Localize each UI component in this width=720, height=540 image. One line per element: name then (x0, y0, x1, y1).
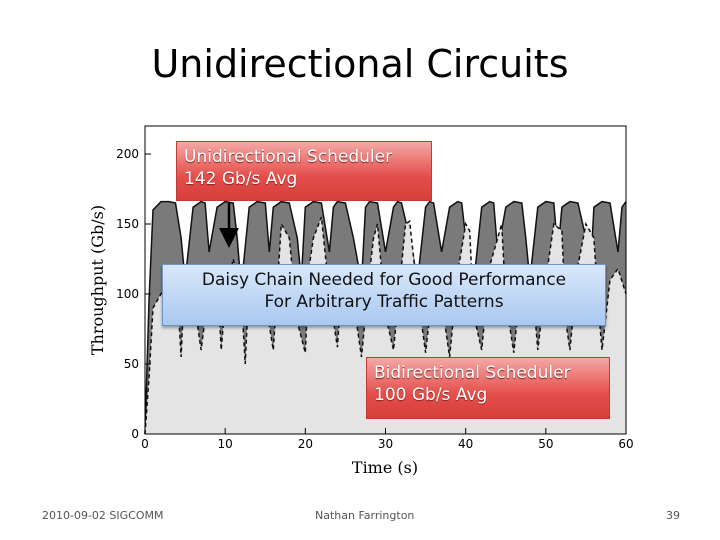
y-axis-label: Throughput (Gb/s) (88, 205, 107, 355)
bidirectional-callout-line1: Bidirectional Scheduler (374, 363, 571, 383)
unidirectional-callout-line1: Unidirectional Scheduler (184, 147, 393, 167)
y-tick-label: 100 (116, 287, 139, 301)
daisy-chain-callout-line1: Daisy Chain Needed for Good Performance (201, 270, 567, 290)
x-tick-label: 0 (141, 437, 149, 451)
x-tick-label: 60 (618, 437, 633, 451)
x-axis-label: Time (s) (352, 458, 418, 477)
bidirectional-callout-line2: 100 Gb/s Avg (374, 385, 488, 405)
unidirectional-callout: Unidirectional Scheduler 142 Gb/s Avg (176, 141, 432, 201)
footer-center: Nathan Farrington (315, 509, 415, 522)
daisy-chain-callout-line2: For Arbitrary Traffic Patterns (264, 292, 504, 312)
daisy-chain-callout: Daisy Chain Needed for Good Performance … (162, 264, 606, 326)
slide-title: Unidirectional Circuits (151, 42, 569, 86)
page-number: 39 (666, 509, 680, 522)
x-tick-label: 40 (458, 437, 473, 451)
x-tick-label: 30 (378, 437, 393, 451)
bidirectional-callout: Bidirectional Scheduler 100 Gb/s Avg (366, 357, 610, 419)
x-tick-label: 10 (218, 437, 233, 451)
x-tick-label: 50 (538, 437, 553, 451)
unidirectional-series-line (144, 200, 627, 435)
y-tick-label: 0 (131, 427, 139, 441)
y-tick-label: 150 (116, 217, 139, 231)
x-tick-label: 20 (298, 437, 313, 451)
y-tick-label: 50 (124, 357, 139, 371)
footer-left: 2010-09-02 SIGCOMM (42, 509, 164, 522)
unidirectional-callout-line2: 142 Gb/s Avg (184, 169, 298, 189)
y-tick-label: 200 (116, 147, 139, 161)
